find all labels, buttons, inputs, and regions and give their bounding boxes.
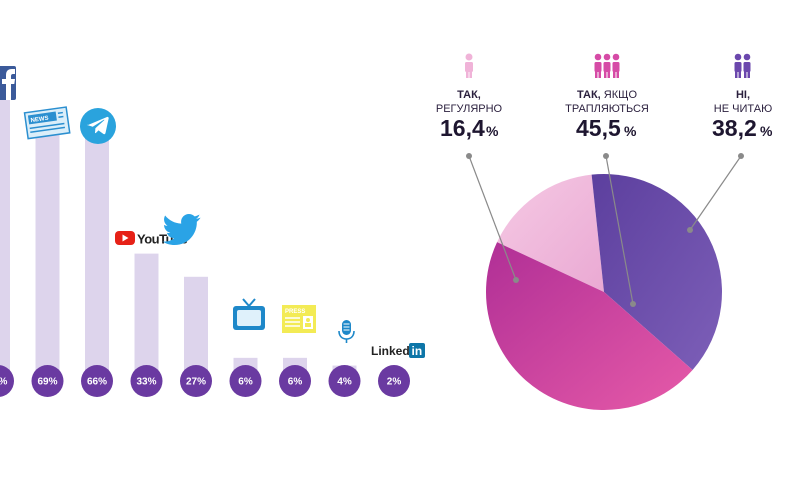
news-icon-text: NEWS [30,116,49,124]
legend-sometimes: ТАК, ЯКЩО ТРАПЛЯЮТЬСЯ 45,5 % [565,53,649,141]
legend-regular-line1: ТАК, [457,89,481,101]
value-badge-facebook [0,365,14,397]
value-label-press: 6% [288,377,303,388]
leader-line-regular [468,155,517,281]
leader-dot-sometimes [603,153,609,159]
leader-line-no [689,155,742,231]
value-label-news: 69% [37,377,57,388]
tv-icon [233,298,265,330]
pie-slice-sometimes [486,242,693,410]
leader-line-sometimes [605,155,634,305]
telegram-icon [80,108,116,144]
value-label-tv: 6% [238,377,253,388]
value-badges: …% 69% 66% 33% 27% 6% 6% 4% 2% [0,365,410,397]
linkedin-logo: Linked in [371,343,425,358]
leader-end-no [687,227,693,233]
legend-sometimes-value: 45,5 [576,115,621,141]
leader-end-regular [513,277,519,283]
bar-youtube [134,253,159,381]
legend-no-line1: НІ, [736,89,750,101]
value-badge-telegram [81,365,113,397]
person-icon [465,53,473,78]
linkedin-in-label: in [412,344,423,358]
legend-sometimes-line1: ТАК, ЯКЩО [577,89,637,101]
bar-telegram [85,126,109,382]
legend-no-value: 38,2 [712,115,757,141]
linkedin-label: Linked [371,344,410,358]
press-icon-text: PRESS [285,309,305,315]
leader-dot-regular [466,153,472,159]
people-group-icon [594,53,620,78]
bar-facebook [0,76,10,381]
value-label-radio: 4% [337,377,352,388]
legend-sometimes-line2: ТРАПЛЯЮТЬСЯ [565,103,649,115]
people-pair-icon [734,53,751,78]
value-badge-news [31,365,64,397]
legend-no-percent: % [760,123,773,139]
press-icon: PRESS [282,305,316,333]
bar-news [35,114,60,381]
value-badge-press [279,365,311,397]
legend-no-line2: НЕ ЧИТАЮ [714,103,772,115]
twitter-icon [162,214,201,246]
legend-regular-line2: РЕГУЛЯРНО [436,103,503,115]
news-icon: NEWS [23,106,71,140]
value-label-youtube: 33% [136,377,156,388]
value-badge-twitter [180,365,212,397]
leader-end-sometimes [630,301,636,307]
legend-regular-percent: % [486,123,499,139]
value-label-telegram: 66% [87,377,107,388]
leader-dot-no [738,153,744,159]
pie-slice-regular [497,174,604,292]
bar-chart: …%69%66%33%27%6%6%4%2% NEWS YouTube [0,66,425,397]
facebook-icon [0,66,16,100]
value-label-facebook: …% [0,377,8,388]
legend-no: НІ, НЕ ЧИТАЮ 38,2 % [712,53,773,141]
value-badge-tv [229,365,262,397]
value-badge-youtube [130,365,163,397]
legend-regular-value: 16,4 [440,115,485,141]
value-badge-linkedin [378,365,410,397]
bar-twitter [184,276,208,381]
value-label-twitter: 27% [186,377,206,388]
value-label-linkedin: 2% [387,377,402,388]
pie-slice-no [591,174,722,370]
leader-lines [466,153,744,307]
legend-sometimes-percent: % [624,123,637,139]
microphone-icon [338,320,355,343]
legend-regular: ТАК, РЕГУЛЯРНО 16,4 % [436,53,503,141]
pie-slices [486,174,722,410]
value-badge-radio [328,365,361,397]
pie-chart: ТАК, РЕГУЛЯРНО 16,4 % [436,53,773,410]
